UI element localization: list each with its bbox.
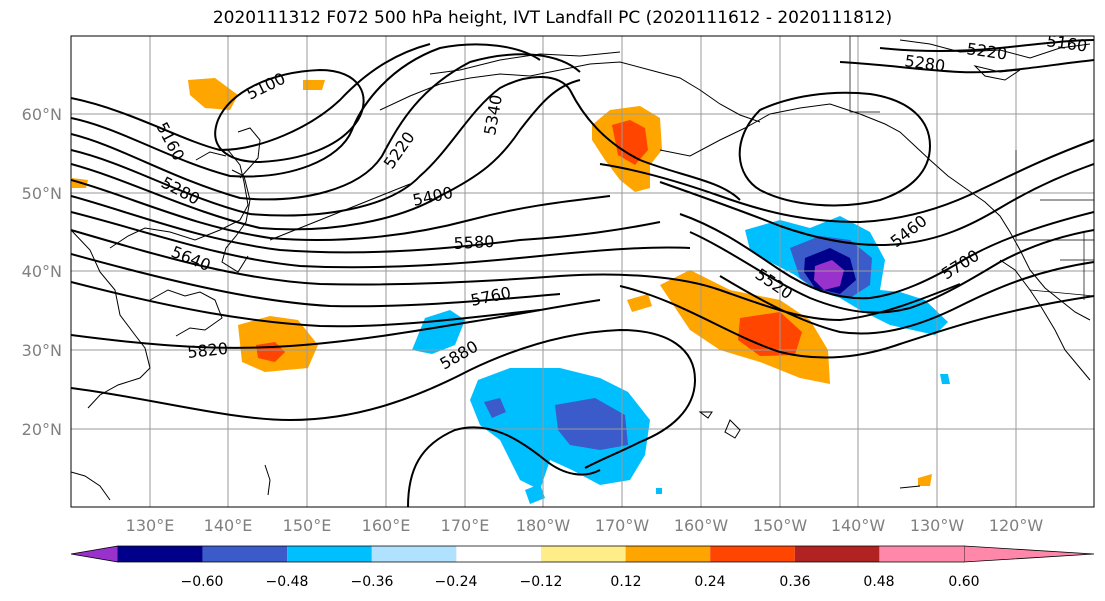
colorbar-segment <box>625 546 711 562</box>
lon-label: 180°W <box>516 516 571 535</box>
lon-label: 150°W <box>753 516 808 535</box>
colorbar-tick-label: 0.60 <box>948 574 979 590</box>
colorbar-right-extension <box>963 545 1095 563</box>
colorbar-tick-label: 0.24 <box>694 574 725 590</box>
colorbar-tick-label: −0.60 <box>181 574 224 590</box>
colorbar-tick-label: −0.48 <box>266 574 309 590</box>
lat-label: 60°N <box>22 105 62 124</box>
lon-label: 150°E <box>283 516 332 535</box>
lat-label: 20°N <box>22 420 62 439</box>
colorbar-tick-label: −0.12 <box>520 574 563 590</box>
lon-label: 160°W <box>674 516 729 535</box>
colorbar-tick-label: −0.36 <box>351 574 394 590</box>
map-title: 2020111312 F072 500 hPa height, IVT Land… <box>212 8 893 28</box>
colorbar-segment <box>879 546 964 562</box>
colorbar-tick-label: −0.24 <box>435 574 478 590</box>
political-borders <box>849 36 1094 300</box>
lon-label: 130°W <box>910 516 965 535</box>
longitude-labels: 130°E 140°E 150°E 160°E 170°E 180°W 170°… <box>126 516 1044 535</box>
colorbar-segment <box>456 546 541 562</box>
lon-label: 140°E <box>204 516 253 535</box>
lon-label: 140°W <box>831 516 886 535</box>
colorbar-tick-label: 0.48 <box>863 574 894 590</box>
height-contours <box>71 39 1094 507</box>
colorbar-segment <box>794 546 880 562</box>
contour-label: 5160 <box>1045 31 1088 55</box>
colorbar-segment <box>371 546 457 562</box>
colorbar: −0.60 −0.48 −0.36 −0.24 −0.12 0.12 0.24 … <box>70 545 1095 590</box>
lat-label: 40°N <box>22 262 62 281</box>
lon-label: 170°W <box>595 516 650 535</box>
contour-label: 5580 <box>453 232 495 253</box>
colorbar-segment <box>202 546 288 562</box>
colorbar-outline <box>118 545 964 563</box>
latitude-labels: 60°N 50°N 40°N 30°N 20°N <box>22 105 62 439</box>
colorbar-segment <box>118 546 203 562</box>
colorbar-tick-label: 0.12 <box>610 574 641 590</box>
lon-label: 160°E <box>362 516 411 535</box>
lon-label: 120°W <box>989 516 1044 535</box>
lat-label: 30°N <box>22 341 62 360</box>
map-frame <box>70 35 1095 508</box>
ivt-positive-shading <box>72 78 932 486</box>
colorbar-left-extension <box>70 545 119 563</box>
lat-label: 50°N <box>22 184 62 203</box>
contour-label: 5820 <box>186 339 228 362</box>
colorbar-segment <box>710 546 795 562</box>
colorbar-tick-label: 0.36 <box>779 574 810 590</box>
lon-label: 130°E <box>126 516 175 535</box>
ivt-negative-shading <box>412 216 950 504</box>
lon-label: 170°E <box>441 516 490 535</box>
colorbar-segment <box>541 546 626 562</box>
colorbar-segment <box>287 546 372 562</box>
